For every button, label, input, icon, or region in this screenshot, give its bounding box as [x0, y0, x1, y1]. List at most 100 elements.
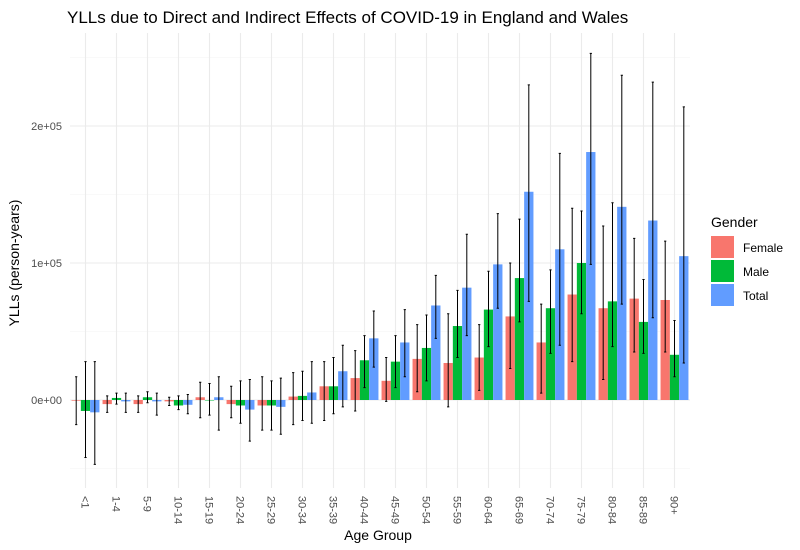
error-bar-total-70-74 [558, 152, 561, 346]
error-bar-male-25-29 [270, 380, 273, 431]
error-bar-male-30-34 [301, 370, 304, 422]
error-bars-group [75, 52, 685, 465]
error-bar-total-55-59 [465, 233, 468, 337]
error-bar-male-90plus [673, 320, 676, 378]
x-tick-label: 55-59 [451, 496, 463, 524]
error-bar-female-15-19 [199, 381, 202, 419]
error-bar-female-10-14 [168, 396, 171, 406]
error-bar-female-20-24 [230, 385, 233, 419]
chart-title: YLLs due to Direct and Indirect Effects … [67, 8, 628, 27]
x-tick-label: 90+ [668, 496, 680, 515]
error-bar-total-5-9 [155, 392, 158, 416]
error-bar-male-15-19 [208, 383, 211, 416]
legend-key-male [711, 260, 734, 282]
x-tick-label: 50-54 [420, 496, 432, 524]
error-bar-total-15-19 [217, 376, 220, 431]
error-bar-total-45-49 [403, 309, 406, 378]
legend-title: Gender [711, 214, 758, 230]
error-bar-female-1-4 [106, 395, 109, 413]
y-axis-title: YLLs (person-years) [6, 200, 22, 327]
error-bar-male-50-54 [425, 314, 428, 382]
error-bar-total-85-89 [651, 81, 654, 319]
x-tick-label: 5-9 [141, 496, 153, 512]
error-bar-male-65-69 [518, 218, 521, 323]
error-bar-male-10-14 [177, 395, 180, 411]
error-bar-female-90plus [664, 240, 667, 353]
x-tick-label: 1-4 [110, 496, 122, 512]
error-bar-female-60-64 [478, 324, 481, 391]
error-bar-female-35-39 [323, 361, 326, 422]
error-bar-total-60-64 [496, 213, 499, 309]
bar-total-40-44 [369, 338, 379, 400]
legend-label-male: Male [743, 265, 769, 279]
error-bar-total-10-14 [186, 394, 189, 415]
x-tick-label: 10-14 [172, 496, 184, 524]
error-bar-female-80-84 [602, 225, 605, 380]
legend: Gender Female Male Total [711, 214, 783, 306]
bar-total-75-79 [586, 152, 596, 400]
y-tick-label: 0e+00 [31, 395, 62, 407]
error-bar-male-40-44 [363, 335, 366, 389]
error-bar-total-80-84 [620, 74, 623, 305]
error-bar-total-35-39 [341, 344, 344, 408]
error-bar-male-35-39 [332, 357, 335, 415]
legend-label-female: Female [743, 241, 783, 255]
error-bar-total-25-29 [279, 377, 282, 435]
error-bar-female-55-59 [447, 313, 450, 408]
bar-total-60-64 [493, 264, 503, 400]
bars-group [71, 152, 689, 413]
bar-male-70-74 [545, 308, 556, 400]
error-bar-male-20-24 [239, 380, 242, 424]
legend-label-total: Total [743, 289, 768, 303]
error-bar-total-75-79 [589, 52, 592, 265]
bar-total-50-54 [431, 305, 441, 400]
x-tick-label: 70-74 [544, 496, 556, 524]
x-tick-label: 30-34 [296, 496, 308, 524]
x-tick-label: 80-84 [606, 496, 618, 524]
error-bar-total-1-4 [124, 392, 127, 413]
error-bar-female-40-44 [354, 350, 357, 412]
y-tick-label: 1e+05 [31, 258, 62, 270]
x-tick-label: 25-29 [265, 496, 277, 524]
legend-key-female [711, 236, 734, 258]
bar-male-65-69 [514, 278, 525, 400]
y-axis-ticks: 0e+00 1e+05 2e+05 [31, 121, 62, 407]
x-tick-label: 85-89 [637, 496, 649, 524]
error-bar-female-25-29 [261, 376, 264, 431]
x-axis-title: Age Group [344, 527, 412, 543]
x-tick-label: 60-64 [482, 496, 494, 524]
error-bar-female-lt1 [75, 376, 78, 426]
error-bar-female-85-89 [633, 237, 636, 353]
bar-male-80-84 [607, 301, 618, 400]
x-tick-label: <1 [79, 496, 91, 509]
error-bar-total-40-44 [372, 310, 375, 368]
error-bar-male-55-59 [456, 289, 459, 359]
x-tick-label: 65-69 [513, 496, 525, 524]
error-bar-male-45-49 [394, 335, 397, 389]
x-tick-label: 40-44 [358, 496, 370, 524]
error-bar-female-45-49 [385, 357, 388, 402]
error-bar-female-30-34 [292, 372, 295, 426]
error-bar-female-75-79 [571, 207, 574, 363]
error-bar-total-20-24 [248, 378, 251, 442]
error-bar-male-1-4 [115, 392, 118, 405]
x-axis-ticks: <1 1-4 5-9 10-14 15-19 20-24 25-29 30-34 35-39 40… [79, 496, 680, 524]
x-tick-label: 45-49 [389, 496, 401, 524]
error-bar-male-75-79 [580, 210, 583, 315]
x-tick-label: 35-39 [327, 496, 339, 524]
x-tick-label: 75-79 [575, 496, 587, 524]
error-bar-total-65-69 [527, 84, 530, 302]
error-bar-total-50-54 [434, 274, 437, 339]
error-bar-total-30-34 [310, 361, 313, 424]
error-bar-male-lt1 [84, 361, 87, 459]
error-bar-male-5-9 [146, 391, 149, 404]
bar-male-60-64 [483, 309, 494, 400]
error-bar-male-80-84 [611, 202, 614, 348]
bar-male-90plus [669, 354, 680, 400]
x-tick-label: 15-19 [203, 496, 215, 524]
error-bar-total-90plus [682, 106, 685, 364]
grid-lines [70, 33, 690, 488]
error-bar-female-50-54 [416, 324, 419, 393]
error-bar-male-70-74 [549, 269, 552, 354]
